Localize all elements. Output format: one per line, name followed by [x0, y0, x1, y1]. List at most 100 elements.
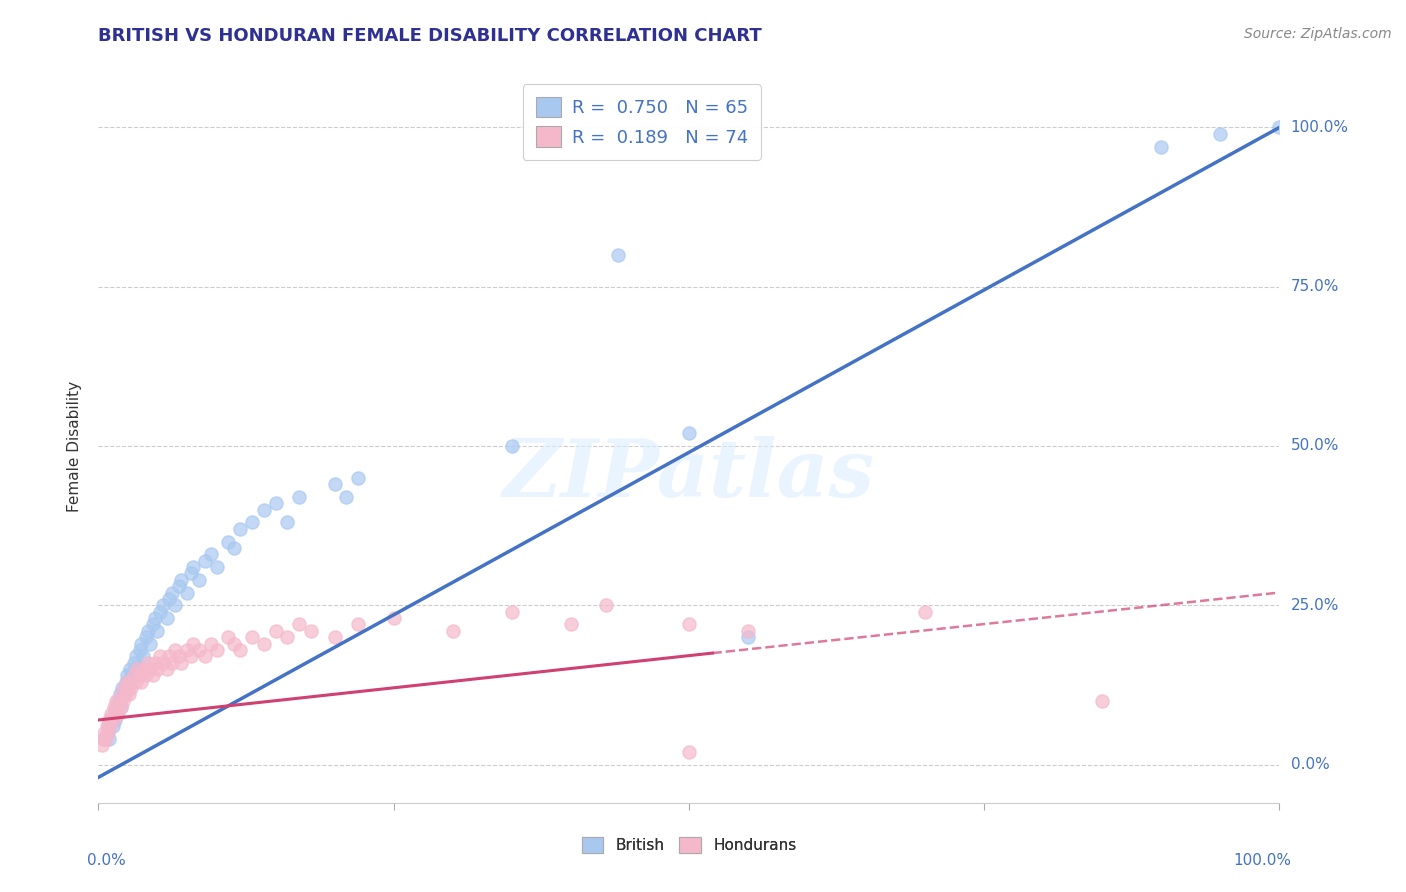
Point	[157, 649, 180, 664]
Point	[142, 617, 165, 632]
Point	[737, 624, 759, 638]
Point	[127, 662, 149, 676]
Point	[128, 668, 150, 682]
Point	[180, 649, 202, 664]
Point	[112, 688, 135, 702]
Point	[347, 617, 370, 632]
Y-axis label: Female Disability: Female Disability	[67, 380, 83, 512]
Point	[678, 745, 700, 759]
Text: 100.0%: 100.0%	[1291, 120, 1348, 135]
Point	[112, 681, 135, 695]
Point	[129, 636, 152, 650]
Point	[103, 700, 125, 714]
Point	[240, 630, 263, 644]
Point	[125, 674, 148, 689]
Point	[607, 248, 630, 262]
Point	[152, 599, 174, 613]
Point	[105, 706, 128, 721]
Point	[128, 643, 150, 657]
Point	[288, 617, 311, 632]
Point	[108, 694, 131, 708]
Point	[181, 636, 204, 650]
Point	[276, 516, 298, 530]
Point	[97, 725, 120, 739]
Point	[97, 719, 120, 733]
Point	[205, 560, 228, 574]
Point	[120, 674, 142, 689]
Point	[143, 611, 166, 625]
Point	[121, 681, 143, 695]
Point	[678, 426, 700, 441]
Legend: British, Hondurans: British, Hondurans	[575, 831, 803, 859]
Point	[105, 700, 128, 714]
Point	[120, 662, 142, 676]
Point	[264, 496, 287, 510]
Point	[1150, 139, 1173, 153]
Point	[1091, 694, 1114, 708]
Point	[194, 554, 217, 568]
Point	[122, 656, 145, 670]
Point	[264, 624, 287, 638]
Point	[200, 636, 222, 650]
Point	[127, 662, 149, 676]
Text: ZIPatlas: ZIPatlas	[503, 436, 875, 513]
Point	[103, 706, 125, 721]
Text: 0.0%: 0.0%	[1291, 757, 1329, 772]
Point	[110, 700, 132, 714]
Point	[187, 573, 209, 587]
Point	[181, 560, 204, 574]
Point	[114, 674, 136, 689]
Point	[93, 725, 115, 739]
Point	[135, 668, 157, 682]
Point	[160, 585, 183, 599]
Point	[105, 700, 128, 714]
Point	[217, 630, 239, 644]
Point	[323, 477, 346, 491]
Text: 75.0%: 75.0%	[1291, 279, 1339, 294]
Point	[100, 706, 122, 721]
Point	[139, 636, 162, 650]
Point	[299, 624, 322, 638]
Point	[118, 688, 141, 702]
Point	[115, 674, 138, 689]
Point	[180, 566, 202, 581]
Point	[101, 713, 124, 727]
Point	[110, 700, 132, 714]
Point	[678, 617, 700, 632]
Point	[91, 732, 114, 747]
Point	[157, 591, 180, 606]
Point	[156, 611, 179, 625]
Text: 0.0%: 0.0%	[87, 853, 125, 868]
Point	[108, 688, 131, 702]
Point	[205, 643, 228, 657]
Point	[152, 656, 174, 670]
Text: 25.0%: 25.0%	[1291, 598, 1339, 613]
Point	[595, 599, 617, 613]
Text: BRITISH VS HONDURAN FEMALE DISABILITY CORRELATION CHART: BRITISH VS HONDURAN FEMALE DISABILITY CO…	[98, 27, 762, 45]
Point	[91, 739, 114, 753]
Point	[165, 599, 187, 613]
Point	[121, 668, 143, 682]
Point	[101, 719, 124, 733]
Point	[229, 643, 252, 657]
Point	[194, 649, 217, 664]
Point	[98, 713, 121, 727]
Point	[105, 694, 128, 708]
Point	[117, 681, 139, 695]
Point	[143, 656, 166, 670]
Point	[187, 643, 209, 657]
Point	[229, 522, 252, 536]
Point	[117, 681, 139, 695]
Point	[501, 439, 523, 453]
Point	[111, 681, 134, 695]
Point	[104, 713, 127, 727]
Point	[224, 636, 246, 650]
Point	[146, 624, 169, 638]
Point	[129, 674, 152, 689]
Point	[176, 585, 198, 599]
Point	[104, 706, 127, 721]
Point	[335, 490, 357, 504]
Point	[146, 662, 169, 676]
Point	[323, 630, 346, 644]
Point	[914, 605, 936, 619]
